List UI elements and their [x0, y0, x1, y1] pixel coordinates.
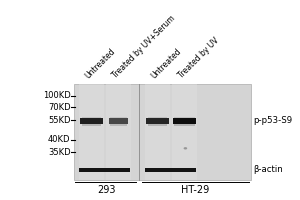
Bar [148, 123, 167, 126]
Bar [110, 117, 127, 119]
Bar [146, 118, 169, 124]
Text: Untreated: Untreated [150, 46, 183, 80]
Bar [79, 84, 104, 180]
Bar [110, 123, 127, 126]
Bar [80, 118, 103, 124]
Text: 100KD: 100KD [43, 91, 70, 100]
Bar [145, 84, 170, 180]
Bar [74, 84, 250, 180]
Text: 35KD: 35KD [48, 148, 70, 157]
Text: Untreated: Untreated [84, 46, 117, 80]
Bar [172, 84, 197, 180]
Bar [109, 118, 128, 124]
Text: HT-29: HT-29 [181, 185, 209, 195]
Text: 55KD: 55KD [48, 116, 70, 125]
Bar [82, 123, 101, 126]
Ellipse shape [184, 147, 187, 150]
Text: 70KD: 70KD [48, 103, 70, 112]
Bar [148, 117, 167, 119]
Text: p-p53-S9: p-p53-S9 [254, 116, 292, 125]
Bar [82, 117, 101, 119]
Bar [174, 123, 195, 126]
Bar [146, 168, 196, 172]
Text: β-actin: β-actin [254, 165, 283, 174]
Bar [173, 118, 196, 124]
Text: Treated by UV+Serum: Treated by UV+Serum [111, 14, 177, 80]
Bar [80, 168, 130, 172]
Bar [106, 84, 131, 180]
Bar [174, 117, 195, 119]
Text: 40KD: 40KD [48, 135, 70, 144]
Text: 293: 293 [97, 185, 116, 195]
Text: Treated by UV: Treated by UV [177, 36, 221, 80]
